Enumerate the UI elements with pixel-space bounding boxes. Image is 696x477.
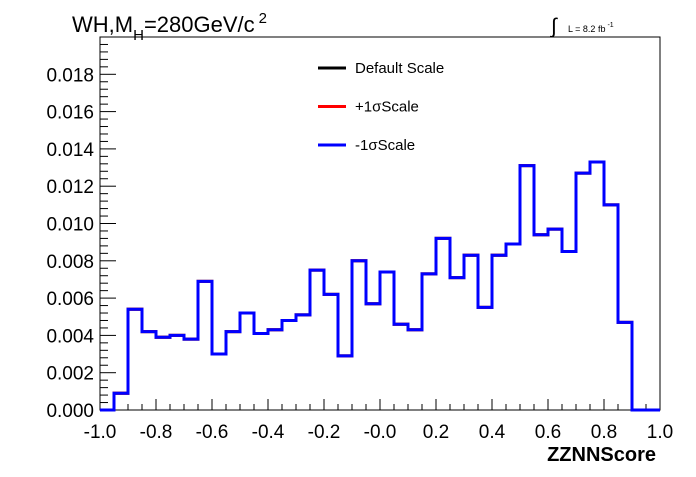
x-tick-label: 0.2 bbox=[423, 422, 449, 443]
chart-title: WH,MH=280GeV/c 2 bbox=[72, 10, 267, 44]
y-tick-label: 0.016 bbox=[46, 103, 94, 124]
x-tick-label: 0.4 bbox=[479, 422, 506, 443]
x-tick-label: -0.8 bbox=[140, 422, 173, 443]
y-tick-label: 0.000 bbox=[46, 401, 94, 422]
luminosity-label: ∫ L = 8.2 fb -1 bbox=[550, 15, 614, 38]
legend-label: -1σScale bbox=[355, 137, 415, 154]
x-tick-label: 1.0 bbox=[647, 422, 673, 443]
title-prefix: WH,M bbox=[72, 12, 133, 37]
axes: 0.000 0.002 0.004 0.006 0.008 0.010 0.012 0.014… bbox=[46, 36, 673, 443]
x-tick-label: 0.6 bbox=[535, 422, 561, 443]
title-subscript: H bbox=[133, 27, 144, 44]
title-superscript: 2 bbox=[259, 10, 267, 27]
luminosity-superscript: -1 bbox=[607, 22, 613, 29]
series-line-3 bbox=[100, 160, 660, 412]
y-tick-label: 0.012 bbox=[46, 177, 94, 198]
series-layer bbox=[100, 160, 660, 412]
x-tick-label: -0.6 bbox=[196, 422, 229, 443]
svg-text:L = 8.2 fb-1: L = 8.2 fb -1 bbox=[568, 22, 614, 34]
x-tick-label: -0.4 bbox=[252, 422, 285, 443]
y-tick-label: 0.010 bbox=[46, 215, 94, 236]
y-tick-label: 0.008 bbox=[46, 252, 94, 273]
x-tick-label: -0.2 bbox=[308, 422, 341, 443]
y-tick-label: 0.014 bbox=[46, 140, 94, 161]
y-tick-label: 0.018 bbox=[46, 65, 94, 86]
luminosity-text: L = 8.2 fb bbox=[568, 24, 605, 34]
x-tick-label: -1.0 bbox=[84, 422, 117, 443]
x-tick-label: -0.0 bbox=[364, 422, 397, 443]
legend: Default Scale +1σScale -1σScale bbox=[318, 60, 444, 154]
x-axis-title: ZZNNScore bbox=[547, 444, 656, 466]
y-tick-label: 0.004 bbox=[46, 326, 94, 347]
x-tick-label: 0.8 bbox=[591, 422, 617, 443]
legend-label: Default Scale bbox=[355, 60, 444, 77]
svg-text:WH,MH=280GeV/c2: WH,MH=280GeV/c 2 bbox=[72, 10, 267, 44]
y-tick-label: 0.006 bbox=[46, 289, 94, 310]
y-tick-label: 0.002 bbox=[46, 364, 94, 385]
legend-label: +1σScale bbox=[355, 99, 419, 116]
title-main: =280GeV/c bbox=[144, 12, 255, 37]
integral-symbol: ∫ bbox=[550, 15, 558, 38]
